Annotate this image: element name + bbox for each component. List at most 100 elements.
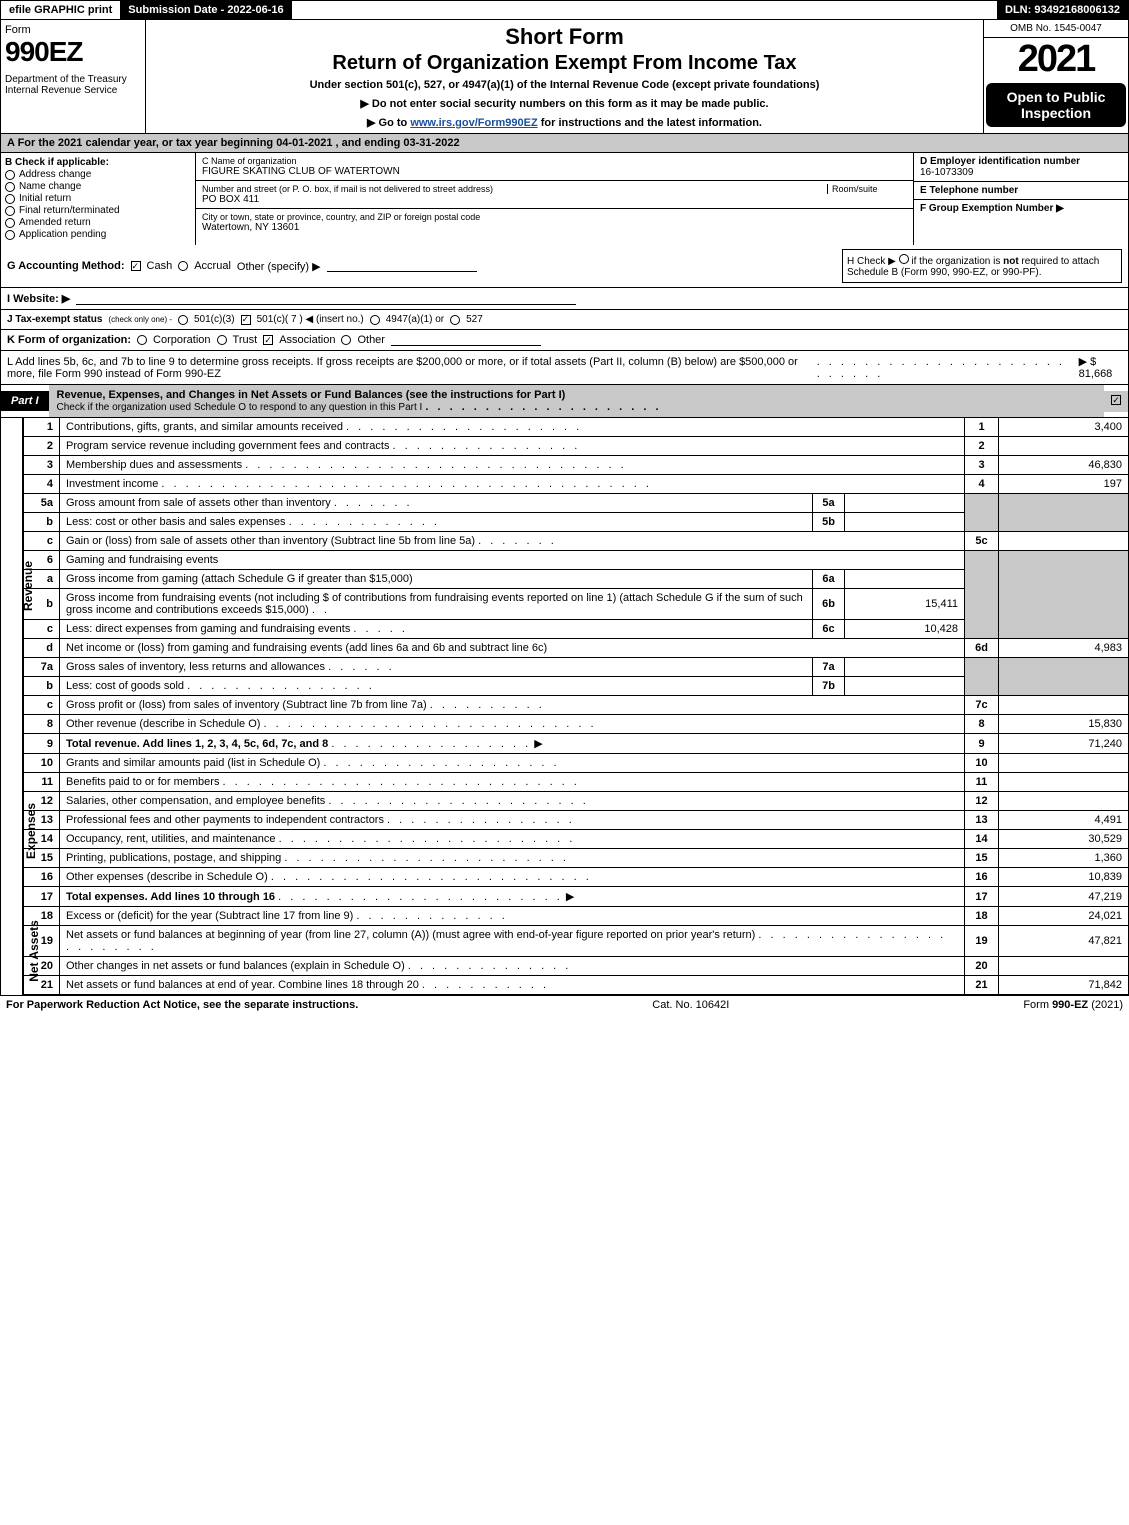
l-amount: ▶ $ 81,668 bbox=[1079, 355, 1122, 380]
l6c-lbl: 6c bbox=[813, 620, 845, 639]
col-b-checkboxes: B Check if applicable: Address change Na… bbox=[1, 153, 196, 245]
l5a-desc: Gross amount from sale of assets other t… bbox=[66, 497, 331, 509]
row-i: I Website: ▶ bbox=[0, 288, 1129, 310]
tax-year: 2021 bbox=[984, 38, 1128, 81]
k-label: K Form of organization: bbox=[7, 334, 131, 346]
line-14: 14Occupancy, rent, utilities, and mainte… bbox=[24, 830, 1129, 849]
netassets-section: Net Assets 18Excess or (deficit) for the… bbox=[0, 907, 1129, 995]
l16-desc: Other expenses (describe in Schedule O) bbox=[66, 871, 268, 883]
chk-accrual[interactable] bbox=[178, 261, 188, 271]
expenses-side-label: Expenses bbox=[1, 754, 23, 907]
line-6b: bGross income from fundraising events (n… bbox=[24, 589, 1129, 620]
tel-row: E Telephone number bbox=[914, 182, 1128, 200]
l17-desc: Total expenses. Add lines 10 through 16 bbox=[66, 891, 275, 903]
j-opt1: 501(c)(3) bbox=[194, 314, 235, 325]
h-text2: if the organization is bbox=[911, 256, 1003, 267]
l15-desc: Printing, publications, postage, and shi… bbox=[66, 852, 281, 864]
efile-label[interactable]: efile GRAPHIC print bbox=[1, 1, 120, 19]
part1-dots: . . . . . . . . . . . . . . . . . . . . bbox=[425, 401, 661, 413]
l13-val: 4,491 bbox=[999, 811, 1129, 830]
l9-val: 71,240 bbox=[999, 734, 1129, 754]
instr-1: ▶ Do not enter social security numbers o… bbox=[150, 97, 979, 110]
main-title: Return of Organization Exempt From Incom… bbox=[150, 52, 979, 75]
l6c-val: 10,428 bbox=[845, 620, 965, 639]
irs-link[interactable]: www.irs.gov/Form990EZ bbox=[410, 117, 537, 129]
expenses-section: Expenses 10Grants and similar amounts pa… bbox=[0, 754, 1129, 907]
chk-pending-lbl: Application pending bbox=[19, 229, 106, 240]
chk-other[interactable] bbox=[341, 335, 351, 345]
chk-501c3[interactable] bbox=[178, 315, 188, 325]
line-4: 4Investment income . . . . . . . . . . .… bbox=[24, 475, 1129, 494]
revenue-table: 1Contributions, gifts, grants, and simil… bbox=[23, 418, 1129, 754]
l7a-lbl: 7a bbox=[813, 658, 845, 677]
k-corp: Corporation bbox=[153, 334, 210, 346]
chk-h[interactable] bbox=[899, 254, 909, 264]
l5b-val bbox=[845, 513, 965, 532]
j-opt2: 501(c)( 7 ) ◀ (insert no.) bbox=[257, 314, 364, 325]
chk-cash[interactable] bbox=[131, 261, 141, 271]
part1-chk[interactable] bbox=[1111, 395, 1121, 405]
l1-val: 3,400 bbox=[999, 418, 1129, 437]
revenue-side-label: Revenue bbox=[1, 418, 23, 754]
instr2-pre: ▶ Go to bbox=[367, 117, 410, 129]
chk-trust[interactable] bbox=[217, 335, 227, 345]
chk-4947[interactable] bbox=[370, 315, 380, 325]
line-8: 8Other revenue (describe in Schedule O) … bbox=[24, 715, 1129, 734]
l19-val: 47,821 bbox=[999, 926, 1129, 957]
header-right: OMB No. 1545-0047 2021 Open to Public In… bbox=[983, 20, 1128, 133]
part1-checkbox-cell bbox=[1104, 391, 1128, 412]
accrual-lbl: Accrual bbox=[194, 260, 231, 272]
chk-pending[interactable] bbox=[5, 230, 15, 240]
line-1: 1Contributions, gifts, grants, and simil… bbox=[24, 418, 1129, 437]
other-lbl: Other (specify) ▶ bbox=[237, 260, 321, 273]
part1-header: Part I Revenue, Expenses, and Changes in… bbox=[0, 385, 1129, 418]
l18-val: 24,021 bbox=[999, 907, 1129, 926]
chk-527[interactable] bbox=[450, 315, 460, 325]
netassets-table: 18Excess or (deficit) for the year (Subt… bbox=[23, 907, 1129, 995]
l4-desc: Investment income bbox=[66, 478, 158, 490]
row-h-note: H Check ▶ if the organization is not req… bbox=[842, 249, 1122, 283]
h-not: not bbox=[1003, 256, 1019, 267]
line-16: 16Other expenses (describe in Schedule O… bbox=[24, 868, 1129, 887]
chk-corp[interactable] bbox=[137, 335, 147, 345]
l4-val: 197 bbox=[999, 475, 1129, 494]
other-underline bbox=[327, 260, 477, 272]
chk-assoc[interactable] bbox=[263, 335, 273, 345]
chk-address[interactable] bbox=[5, 170, 15, 180]
cash-lbl: Cash bbox=[147, 260, 173, 272]
footer-right: Form 990-EZ (2021) bbox=[1023, 999, 1123, 1011]
chk-amended[interactable] bbox=[5, 218, 15, 228]
l6-desc: Gaming and fundraising events bbox=[66, 554, 218, 566]
l7b-lbl: 7b bbox=[813, 677, 845, 696]
l3-val: 46,830 bbox=[999, 456, 1129, 475]
k-other: Other bbox=[357, 334, 385, 346]
city-label: City or town, state or province, country… bbox=[202, 212, 907, 222]
line-6d: dNet income or (loss) from gaming and fu… bbox=[24, 639, 1129, 658]
line-12: 12Salaries, other compensation, and empl… bbox=[24, 792, 1129, 811]
chk-final[interactable] bbox=[5, 206, 15, 216]
form-word: Form bbox=[5, 24, 141, 36]
l15-val: 1,360 bbox=[999, 849, 1129, 868]
chk-initial[interactable] bbox=[5, 194, 15, 204]
ein-row: D Employer identification number 16-1073… bbox=[914, 153, 1128, 182]
j-label: J Tax-exempt status bbox=[7, 314, 102, 325]
l7a-val bbox=[845, 658, 965, 677]
chk-final-lbl: Final return/terminated bbox=[19, 205, 120, 216]
col-cde: C Name of organization FIGURE SKATING CL… bbox=[196, 153, 1128, 245]
line-7c: cGross profit or (loss) from sales of in… bbox=[24, 696, 1129, 715]
part1-label: Part I bbox=[1, 391, 49, 411]
subtitle: Under section 501(c), 527, or 4947(a)(1)… bbox=[150, 79, 979, 91]
line-11: 11Benefits paid to or for members . . . … bbox=[24, 773, 1129, 792]
expenses-table: 10Grants and similar amounts paid (list … bbox=[23, 754, 1129, 907]
top-bar: efile GRAPHIC print Submission Date - 20… bbox=[0, 0, 1129, 20]
chk-namechange[interactable] bbox=[5, 182, 15, 192]
chk-501c[interactable] bbox=[241, 315, 251, 325]
street-value: PO BOX 411 bbox=[202, 194, 821, 205]
dln-label: DLN: 93492168006132 bbox=[997, 1, 1128, 19]
l5b-desc: Less: cost or other basis and sales expe… bbox=[66, 516, 286, 528]
l12-val bbox=[999, 792, 1129, 811]
l11-val bbox=[999, 773, 1129, 792]
l2-val bbox=[999, 437, 1129, 456]
line-20: 20Other changes in net assets or fund ba… bbox=[24, 957, 1129, 976]
l9-desc: Total revenue. Add lines 1, 2, 3, 4, 5c,… bbox=[66, 738, 328, 750]
